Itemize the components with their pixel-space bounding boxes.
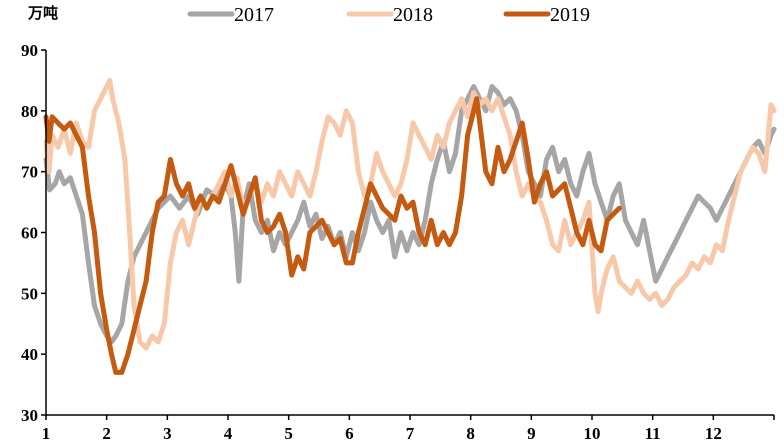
x-tick-label: 2 [102, 424, 111, 443]
legend-label-2017: 2017 [234, 4, 274, 26]
y-tick-label: 70 [21, 163, 38, 182]
x-tick-label: 4 [224, 424, 233, 443]
x-tick-label: 9 [527, 424, 536, 443]
series-line-2019 [43, 96, 622, 375]
y-tick-label: 50 [21, 284, 38, 303]
y-tick-label: 60 [21, 224, 38, 243]
x-axis-ticks: 1 2 3 4 5 6 7 8 9 10 11 12 [42, 415, 775, 443]
x-tick-label: 3 [163, 424, 172, 443]
x-tick-label: 5 [284, 424, 293, 443]
x-tick-label: 1 [42, 424, 51, 443]
legend-label-2019: 2019 [550, 4, 590, 26]
x-tick-label: 10 [584, 424, 601, 443]
legend: 2017 2018 2019 [187, 4, 590, 26]
y-axis-unit-label: 万吨 [27, 4, 58, 22]
series-layer [43, 77, 777, 375]
x-tick-label: 7 [406, 424, 415, 443]
y-tick-label: 90 [21, 41, 38, 60]
x-tick-label: 8 [466, 424, 475, 443]
x-tick-label: 11 [645, 424, 661, 443]
y-axis-ticks: 30 40 50 60 70 80 90 [21, 41, 46, 425]
series-line-2018 [43, 77, 777, 351]
x-tick-label: 12 [705, 424, 722, 443]
y-tick-label: 80 [21, 102, 38, 121]
y-tick-label: 30 [21, 406, 38, 425]
legend-label-2018: 2018 [393, 4, 433, 26]
y-tick-label: 40 [21, 345, 38, 364]
x-tick-label: 6 [345, 424, 354, 443]
